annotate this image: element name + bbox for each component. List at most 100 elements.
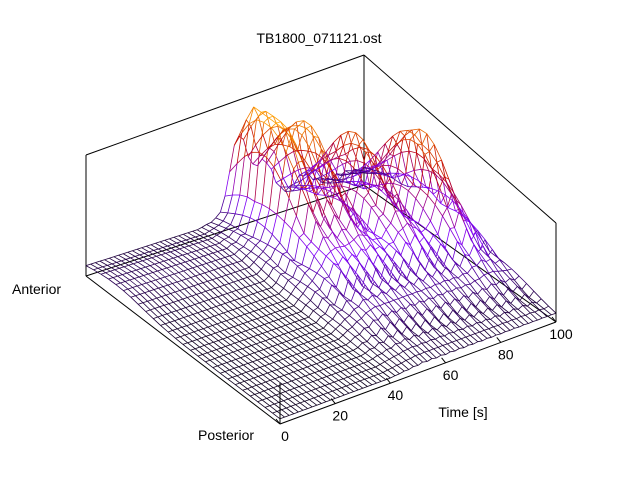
mesh-line-973 <box>265 338 271 342</box>
mesh-line-2132 <box>225 274 234 283</box>
mesh-line-2455 <box>397 329 406 339</box>
mesh-line-3197 <box>423 186 431 189</box>
mesh-line-367 <box>162 284 168 287</box>
mesh-line-1911 <box>285 366 294 373</box>
mesh-line-3082 <box>485 261 494 272</box>
mesh-line-21 <box>183 232 189 235</box>
mesh-line-1772 <box>131 271 140 278</box>
mesh-line-2212 <box>224 257 233 265</box>
mesh-line-3104 <box>519 300 528 307</box>
mesh-line-2357 <box>334 304 343 311</box>
mesh-line-1305 <box>449 298 455 305</box>
mesh-line-2705 <box>320 172 329 181</box>
mesh-line-391 <box>273 137 280 168</box>
mesh-line-3109 <box>482 245 491 260</box>
mesh-line-1848 <box>160 278 169 286</box>
mesh-line-2754 <box>351 211 360 223</box>
mesh-line-883 <box>388 241 394 245</box>
mesh-line-2761 <box>299 188 308 191</box>
mesh-line-3166 <box>455 210 464 217</box>
mesh-line-2193 <box>366 369 375 377</box>
mesh-line-2693 <box>408 281 418 293</box>
mesh-line-1500 <box>272 411 278 414</box>
mesh-line-407 <box>347 131 354 150</box>
mesh-line-2637 <box>429 323 438 331</box>
mesh-line-2836 <box>335 145 344 152</box>
mesh-line-2044 <box>286 341 295 348</box>
mesh-line-1297 <box>412 311 419 320</box>
mesh-line-635 <box>321 199 328 217</box>
mesh-line-1330 <box>296 377 301 380</box>
mesh-line-1325 <box>273 385 278 389</box>
mesh-line-558 <box>236 288 242 291</box>
mesh-line-2381 <box>353 309 362 319</box>
mesh-line-2508 <box>399 318 407 328</box>
mesh-line-2545 <box>321 216 331 229</box>
mesh-line-3121 <box>394 151 402 157</box>
mesh-line-1817 <box>192 314 201 322</box>
mesh-line-793 <box>242 321 248 324</box>
mesh-line-712 <box>407 184 414 191</box>
mesh-line-3152 <box>362 170 370 173</box>
mesh-line-2086 <box>171 244 180 250</box>
mesh-line-2063 <box>343 378 352 385</box>
mesh-line-2376 <box>390 347 399 355</box>
mesh-line-1551 <box>507 319 512 323</box>
mesh-line-315 <box>192 266 198 269</box>
mesh-line-2327 <box>359 334 368 342</box>
mesh-line-2945 <box>317 178 326 180</box>
mesh-line-1821 <box>162 286 171 294</box>
mesh-line-786 <box>210 332 216 336</box>
mesh-line-1996 <box>247 321 256 329</box>
mesh-line-2210 <box>239 270 248 278</box>
mesh-line-2614 <box>402 296 411 305</box>
mesh-line-859 <box>278 317 283 320</box>
mesh-line-1529 <box>405 358 411 361</box>
mesh-line-2500 <box>260 111 269 119</box>
mesh-line-3143 <box>428 170 437 176</box>
mesh-line-2192 <box>373 375 382 382</box>
mesh-line-842 <box>199 345 205 348</box>
mesh-line-41 <box>275 182 281 188</box>
mesh-line-3128 <box>539 309 548 317</box>
mesh-line-1929 <box>151 257 160 263</box>
mesh-line-1853 <box>122 253 131 259</box>
mesh-line-1359 <box>429 316 435 325</box>
mesh-line-2152 <box>275 311 284 319</box>
mesh-line-2656 <box>288 121 297 129</box>
mesh-line-2558 <box>423 331 432 340</box>
mesh-line-1252 <box>474 278 480 282</box>
mesh-line-424 <box>156 296 162 299</box>
mesh-line-2960 <box>403 215 412 220</box>
mesh-line-1272 <box>297 368 303 371</box>
mesh-line-537 <box>408 151 415 171</box>
mesh-line-2278 <box>327 322 336 330</box>
mesh-line-1738 <box>186 325 195 333</box>
mesh-line-1681 <box>214 358 223 365</box>
mesh-line-141 <box>198 241 203 244</box>
mesh-line-203 <box>214 242 220 246</box>
mesh-line-2680 <box>308 150 316 154</box>
mesh-line-493 <box>205 289 211 292</box>
mesh-line-1608 <box>500 331 506 335</box>
mesh-line-642 <box>354 211 360 223</box>
mesh-line-2318 <box>228 236 237 243</box>
mesh-line-1731 <box>238 366 247 373</box>
mesh-line-1987 <box>314 372 323 379</box>
mesh-line-1468 <box>393 353 399 357</box>
mesh-line-2648 <box>347 212 356 225</box>
mesh-line-263 <box>222 248 228 251</box>
mesh-line-1283 <box>348 350 354 353</box>
mesh-line-2712 <box>465 336 474 345</box>
plot-box-front <box>85 223 557 425</box>
mesh-line-2623 <box>335 182 344 201</box>
mesh-line-844 <box>208 341 214 345</box>
mesh-line-243 <box>129 278 135 281</box>
mesh-line-1901 <box>161 269 170 276</box>
mesh-line-847 <box>222 337 228 340</box>
mesh-line-382 <box>232 261 238 265</box>
mesh-line-2156 <box>245 287 254 295</box>
mesh-line-1502 <box>281 407 287 411</box>
mesh-line-1684 <box>191 340 200 348</box>
mesh-line-1528 <box>401 360 407 364</box>
